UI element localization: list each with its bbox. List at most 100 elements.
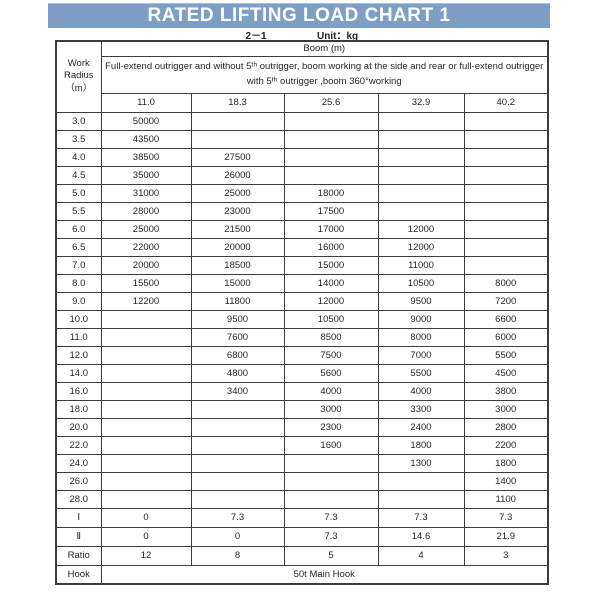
load-cell: 35000	[100, 165, 192, 185]
radius-cell: 9.0	[55, 291, 102, 311]
radius-cell: 20.0	[55, 417, 102, 437]
load-cell: 22000	[100, 237, 192, 257]
load-cell: 9500	[377, 291, 465, 311]
load-cell: 14000	[283, 273, 379, 293]
load-cell: 7200	[463, 291, 549, 311]
outrigger-note: Full-extend outrigger and without 5ᵗʰ ou…	[100, 55, 549, 94]
load-row: 4.0 38500 27500	[55, 147, 549, 167]
load-cell	[190, 399, 285, 419]
load-cell: 5	[283, 545, 379, 566]
radius-cell: 28.0	[55, 489, 102, 509]
load-cell: 20000	[100, 255, 192, 275]
load-row: 9.0 12200 11800 12000 9500 7200	[55, 291, 549, 311]
load-cell: 18000	[283, 183, 379, 203]
boom-length-cell: 32.9	[377, 92, 465, 113]
hook-row: Hook 50t Main Hook	[55, 564, 549, 585]
load-cell: 38500	[100, 147, 192, 167]
load-cell	[100, 471, 192, 491]
radius-cell: 18.0	[55, 399, 102, 419]
boom-header-cell: Boom (m)	[100, 40, 549, 57]
load-cell: 17000	[283, 219, 379, 239]
load-cell: 11800	[190, 291, 285, 311]
load-cell: 8	[190, 545, 285, 566]
load-cell: 50000	[100, 111, 192, 131]
load-cell: 3400	[190, 381, 285, 401]
load-row: 5.5 28000 23000 17500	[55, 201, 549, 221]
load-cell	[190, 435, 285, 455]
load-cell: 6800	[190, 345, 285, 365]
load-cell	[190, 129, 285, 149]
load-cell	[463, 111, 549, 131]
load-cell: 7.3	[283, 507, 379, 528]
load-cell	[100, 363, 192, 383]
load-cell: 4500	[463, 363, 549, 383]
load-cell	[377, 201, 465, 221]
rated-load-table: Work Radius （m） Boom (m) Full-extend out…	[55, 40, 549, 585]
load-row: 26.0 1400	[55, 471, 549, 491]
load-cell: 15000	[283, 255, 379, 275]
load-cell: 25000	[100, 219, 192, 239]
load-cell	[377, 111, 465, 131]
load-cell: 7.3	[463, 507, 549, 528]
boom-length-cell: 18.3	[190, 92, 285, 113]
load-cell	[377, 165, 465, 185]
load-cell: 31000	[100, 183, 192, 203]
load-cell: 15500	[100, 273, 192, 293]
load-cell: 7.3	[190, 507, 285, 528]
load-cell	[283, 489, 379, 509]
load-cell: 7600	[190, 327, 285, 347]
load-cell: 6000	[463, 327, 549, 347]
footer-row: Ⅱ 0 0 7.3 14.6 21.9	[55, 526, 549, 547]
radius-cell: 4.0	[55, 147, 102, 167]
load-cell	[283, 147, 379, 167]
load-cell	[100, 489, 192, 509]
load-cell: 20000	[190, 237, 285, 257]
load-cell: 8000	[377, 327, 465, 347]
load-row: 28.0 1100	[55, 489, 549, 509]
load-cell	[100, 435, 192, 455]
load-cell: 7.3	[283, 526, 379, 547]
load-cell	[283, 111, 379, 131]
load-cell: 16000	[283, 237, 379, 257]
load-cell: 28000	[100, 201, 192, 221]
radius-cell: 7.0	[55, 255, 102, 275]
load-cell	[463, 165, 549, 185]
load-cell: 2800	[463, 417, 549, 437]
load-cell: 25000	[190, 183, 285, 203]
radius-cell: 6.5	[55, 237, 102, 257]
load-cell	[100, 381, 192, 401]
radius-cell: 5.5	[55, 201, 102, 221]
note-row: Full-extend outrigger and without 5ᵗʰ ou…	[56, 55, 549, 94]
load-cell	[100, 345, 192, 365]
boom-length-cell: 25.6	[283, 92, 379, 113]
load-cell: 21.9	[463, 526, 549, 547]
load-cell	[283, 129, 379, 149]
radius-cell: 22.0	[55, 435, 102, 455]
load-cell: 3	[463, 545, 549, 566]
load-row: 6.5 22000 20000 16000 12000	[55, 237, 549, 257]
footer-label-cell: Ratio	[55, 545, 102, 566]
radius-cell: 3.5	[55, 129, 102, 149]
load-cell: 7500	[283, 345, 379, 365]
load-cell: 1800	[463, 453, 549, 473]
load-cell: 4000	[283, 381, 379, 401]
boom-header-row: Work Radius （m） Boom (m)	[55, 40, 549, 113]
load-row: 22.0 1600 1800 2200	[55, 435, 549, 455]
footer-row: Ⅰ 0 7.3 7.3 7.3 7.3	[55, 507, 549, 528]
load-cell: 10500	[377, 273, 465, 293]
load-row: 11.0 7600 8500 8000 6000	[55, 327, 549, 347]
radius-cell: 5.0	[55, 183, 102, 203]
load-cell: 5500	[463, 345, 549, 365]
load-cell: 14.6	[377, 526, 465, 547]
radius-cell: 3.0	[55, 111, 102, 131]
load-cell	[190, 489, 285, 509]
radius-cell: 10.0	[55, 309, 102, 329]
load-cell: 8000	[463, 273, 549, 293]
load-cell: 3800	[463, 381, 549, 401]
load-cell: 0	[100, 507, 192, 528]
load-cell	[190, 111, 285, 131]
load-cell	[100, 453, 192, 473]
radius-cell: 4.5	[55, 165, 102, 185]
hook-label: Hook	[55, 564, 102, 585]
footer-row: Ratio 12 8 5 4 3	[55, 545, 549, 566]
